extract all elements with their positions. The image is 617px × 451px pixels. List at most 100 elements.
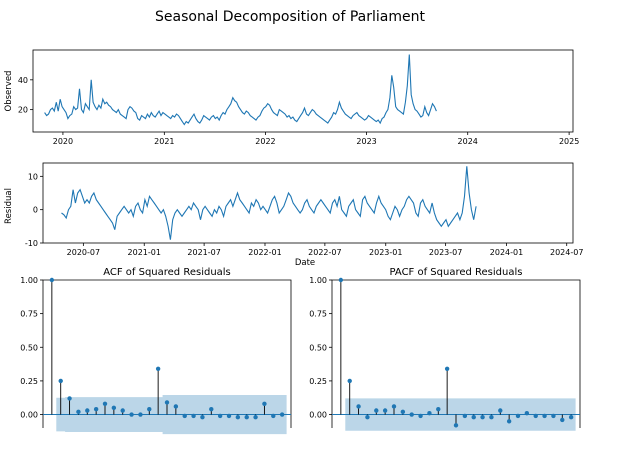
residual-xtick-label: 2023-01 <box>369 248 402 257</box>
acf-marker <box>279 412 285 417</box>
pacf-marker <box>347 378 352 384</box>
acf-marker <box>111 405 117 411</box>
pacf-ytick-label: 0.50 <box>309 343 327 352</box>
acf-marker <box>271 413 276 419</box>
acf-marker <box>244 415 249 420</box>
pacf-marker <box>418 413 423 419</box>
acf-marker <box>49 277 55 283</box>
observed-axes-frame <box>32 49 574 133</box>
observed-ylabel: Observed <box>4 71 14 112</box>
pacf-marker <box>427 411 432 416</box>
acf-marker <box>155 366 161 371</box>
residual-xtick-label: 2022-07 <box>308 248 341 257</box>
residual-x-ticks: 2020-07 2021-01 2021-07 2022-01 2022-07 2023-… <box>67 243 583 257</box>
acf-marker <box>262 401 267 406</box>
pacf-marker <box>533 413 538 419</box>
residual-xtick-label: 2023-07 <box>429 248 462 257</box>
residual-xtick-label: 2021-07 <box>187 248 220 257</box>
acf-marker <box>226 413 232 419</box>
observed-xtick-label: 2020 <box>53 137 73 146</box>
residual-xtick-label: 2020-07 <box>67 248 100 257</box>
pacf-panel: PACF of Squared Residuals 0.000.250.500.… <box>309 267 581 431</box>
acf-marker <box>217 413 223 419</box>
pacf-marker <box>338 277 344 283</box>
acf-marker <box>138 412 143 417</box>
residual-y-ticks: -10 0 10 <box>25 172 43 248</box>
acf-marker <box>76 409 81 415</box>
residual-panel: 2020-07 2021-01 2021-07 2022-01 2022-07 2023-… <box>4 162 583 268</box>
pacf-marker <box>374 408 379 413</box>
acf-marker <box>147 406 152 412</box>
pacf-marker <box>560 417 565 423</box>
acf-marker <box>235 415 241 420</box>
pacf-marker <box>391 404 397 409</box>
pacf-marker <box>462 413 468 419</box>
pacf-marker <box>400 409 406 415</box>
observed-xtick-label: 2025 <box>559 137 579 146</box>
residual-xtick-label: 2024-07 <box>550 248 583 257</box>
pacf-marker <box>551 413 556 419</box>
pacf-marker <box>471 415 476 420</box>
residual-series-line <box>61 166 477 240</box>
acf-y-ticks: 0.00 0.25 0.50 0.75 1.00 <box>20 276 43 420</box>
acf-marker <box>120 408 125 413</box>
observed-xtick-label: 2021 <box>154 137 174 146</box>
pacf-marker <box>382 408 388 413</box>
pacf-ytick-label: 0.75 <box>309 310 327 319</box>
residual-ytick-label: 10 <box>28 172 38 181</box>
pacf-marker <box>542 413 547 419</box>
acf-marker <box>85 408 90 413</box>
observed-series-line <box>44 54 437 126</box>
observed-xtick-label: 2023 <box>356 137 376 146</box>
pacf-marker <box>524 411 530 416</box>
acf-marker <box>164 400 170 405</box>
pacf-ytick-label: 0.25 <box>309 377 327 386</box>
acf-ytick-label: 0.75 <box>20 310 38 319</box>
acf-axes-frame <box>42 279 292 428</box>
residual-ytick-label: 0 <box>33 206 38 215</box>
figure-title: Seasonal Decomposition of Parliament <box>155 9 426 25</box>
acf-ytick-label: 1.00 <box>20 276 38 285</box>
residual-ytick-label: -10 <box>25 239 38 248</box>
residual-xlabel: Date <box>295 258 315 268</box>
acf-plot-area <box>43 277 291 435</box>
acf-marker <box>58 378 63 384</box>
acf-marker <box>200 415 205 420</box>
acf-marker <box>129 412 134 417</box>
residual-xtick-label: 2024-01 <box>490 248 523 257</box>
pacf-marker <box>409 412 414 417</box>
acf-panel: ACF of Squared Residuals 0.00 0.25 0.50 0.7… <box>20 267 292 435</box>
acf-ytick-label: 0.25 <box>20 377 38 386</box>
pacf-marker <box>453 423 459 428</box>
acf-ytick-label: 0.50 <box>20 343 38 352</box>
pacf-plot-area <box>332 277 580 431</box>
pacf-marker <box>568 415 574 420</box>
acf-title: ACF of Squared Residuals <box>103 267 231 278</box>
pacf-marker <box>498 408 503 413</box>
observed-xtick-label: 2024 <box>458 137 478 146</box>
pacf-marker <box>436 406 441 412</box>
residual-xtick-label: 2022-01 <box>248 248 281 257</box>
residual-xtick-label: 2021-01 <box>128 248 161 257</box>
acf-ytick-label: 0.00 <box>20 411 38 420</box>
observed-xtick-label: 2022 <box>255 137 275 146</box>
pacf-y-ticks: 0.00 0.25 0.50 0.75 1.00 <box>309 276 332 420</box>
residual-ylabel: Residual <box>4 188 14 224</box>
pacf-marker <box>515 413 521 419</box>
pacf-ytick-label: 0.00 <box>309 411 327 420</box>
pacf-axes-frame <box>331 279 581 428</box>
pacf-marker <box>365 415 370 420</box>
acf-marker <box>191 413 196 419</box>
pacf-ytick-label: 1.00 <box>309 276 327 285</box>
acf-marker <box>253 415 258 420</box>
pacf-marker <box>489 415 494 420</box>
acf-marker <box>182 413 187 419</box>
acf-marker <box>173 404 179 409</box>
acf-marker <box>93 406 99 412</box>
pacf-marker <box>444 366 450 371</box>
acf-marker <box>209 406 214 412</box>
pacf-marker <box>506 419 512 424</box>
